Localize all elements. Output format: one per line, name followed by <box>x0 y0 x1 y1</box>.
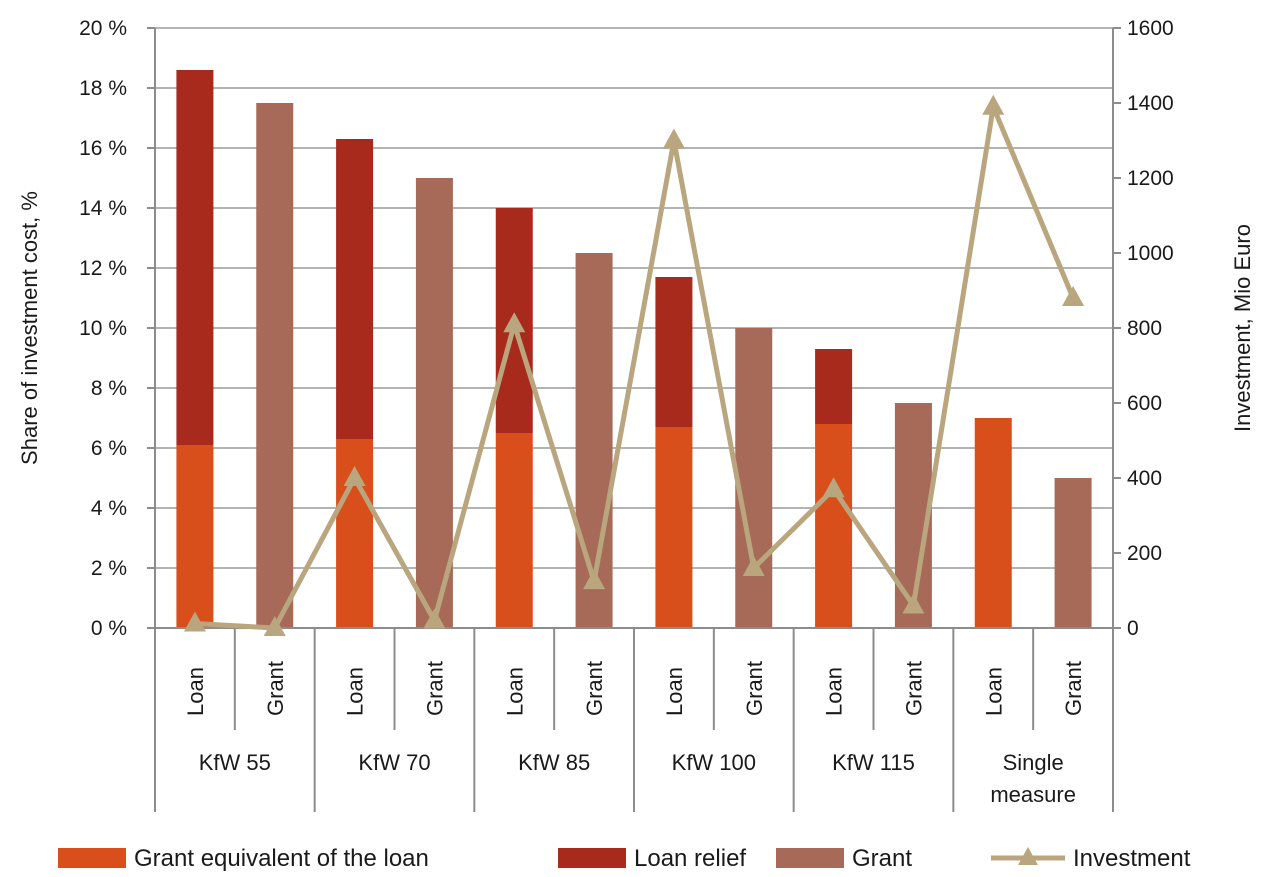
investment-marker <box>982 94 1005 115</box>
investment-marker <box>822 477 845 498</box>
investment-marker <box>583 569 606 590</box>
legend-label: Grant equivalent of the loan <box>134 845 429 872</box>
bar-loan-relief <box>336 139 374 439</box>
category-label: Grant <box>263 661 288 716</box>
group-label: KfW 100 <box>672 750 756 775</box>
group-label: KfW 70 <box>358 750 430 775</box>
investment-marker <box>662 128 685 149</box>
investment-line <box>183 94 1085 636</box>
legend: Grant equivalent of the loan Loan relief G… <box>58 845 1191 872</box>
bar-grant-equivalent-of-the-loan <box>495 433 533 628</box>
bar-grant <box>1054 478 1092 628</box>
bar-grant-equivalent-of-the-loan <box>815 424 853 628</box>
investment-line-path <box>194 104 1076 631</box>
group-label: KfW 55 <box>199 750 271 775</box>
category-label: Grant <box>422 661 447 716</box>
bar-grant <box>735 328 773 628</box>
group-label: KfW 85 <box>518 750 590 775</box>
investment-marker <box>1062 286 1085 306</box>
legend-swatch-loan-relief <box>558 848 626 868</box>
y-tick-label: 6 % <box>91 437 127 460</box>
category-label: Grant <box>742 661 767 716</box>
bars <box>176 70 1092 628</box>
category-label: Loan <box>183 667 208 716</box>
investment-marker <box>263 616 286 636</box>
y-tick-label: 0 % <box>91 617 127 640</box>
axes <box>147 27 1121 812</box>
category-label: Grant <box>901 661 926 716</box>
y2-tick-label: 600 <box>1127 392 1162 415</box>
group-label: KfW 115 <box>832 750 915 775</box>
investment-marker <box>183 611 206 632</box>
legend-swatch-grant <box>776 848 844 868</box>
y2-axis-title: Investment, Mio Euro <box>1230 224 1255 432</box>
y2-tick-label: 400 <box>1127 467 1162 490</box>
bar-loan-relief <box>655 277 693 427</box>
y2-tick-label: 0 <box>1127 617 1139 640</box>
y-tick-label: 14 % <box>79 197 127 220</box>
investment-marker <box>343 466 366 486</box>
bar-grant <box>575 253 613 628</box>
bar-loan-relief <box>815 349 853 424</box>
y-axis-title: Share of investment cost, % <box>17 191 42 465</box>
legend-label: Loan relief <box>634 845 746 872</box>
investment-marker <box>742 556 765 576</box>
category-label: Loan <box>662 667 687 716</box>
y2-tick-label: 1600 <box>1127 17 1174 40</box>
group-label: measure <box>990 782 1076 807</box>
y-tick-label: 8 % <box>91 377 127 400</box>
investment-marker <box>423 608 446 629</box>
bar-loan-relief <box>176 70 214 445</box>
bar-grant <box>256 103 294 628</box>
bar-grant-equivalent-of-the-loan <box>655 427 693 628</box>
y2-tick-label: 1000 <box>1127 242 1174 265</box>
y2-tick-label: 800 <box>1127 317 1162 340</box>
investment-marker <box>503 312 526 333</box>
category-label: Loan <box>981 667 1006 716</box>
category-label: Loan <box>822 667 847 716</box>
y2-tick-label: 1400 <box>1127 92 1174 115</box>
legend-label: Grant <box>852 845 912 872</box>
investment-marker <box>902 593 925 614</box>
labels: 0 % 2 % 4 % 6 % 8 % 10 % 12 % 14 % 16 % 18 % 20 % 0… <box>17 17 1255 807</box>
bar-grant <box>415 178 453 628</box>
category-label: Grant <box>1061 661 1086 716</box>
legend-swatch-grant-equivalent-of-the-loan <box>58 848 126 868</box>
bar-grant-equivalent-of-the-loan <box>176 445 214 628</box>
y-tick-label: 16 % <box>79 137 127 160</box>
y2-tick-label: 200 <box>1127 542 1162 565</box>
grid-lines <box>155 27 1113 629</box>
group-label: Single <box>1003 750 1064 775</box>
y-tick-label: 2 % <box>91 557 127 580</box>
y-tick-label: 4 % <box>91 497 127 520</box>
category-label: Loan <box>502 667 527 716</box>
y-tick-label: 10 % <box>79 317 127 340</box>
y-tick-label: 12 % <box>79 257 127 280</box>
legend-swatch-investment-marker <box>1018 847 1038 865</box>
category-label: Grant <box>582 661 607 716</box>
y-tick-label: 18 % <box>79 77 127 100</box>
bar-grant-equivalent-of-the-loan <box>974 418 1012 628</box>
y2-tick-label: 1200 <box>1127 167 1174 190</box>
y-tick-label: 20 % <box>79 17 127 40</box>
category-label: Loan <box>343 667 368 716</box>
legend-label: Investment <box>1073 845 1191 872</box>
